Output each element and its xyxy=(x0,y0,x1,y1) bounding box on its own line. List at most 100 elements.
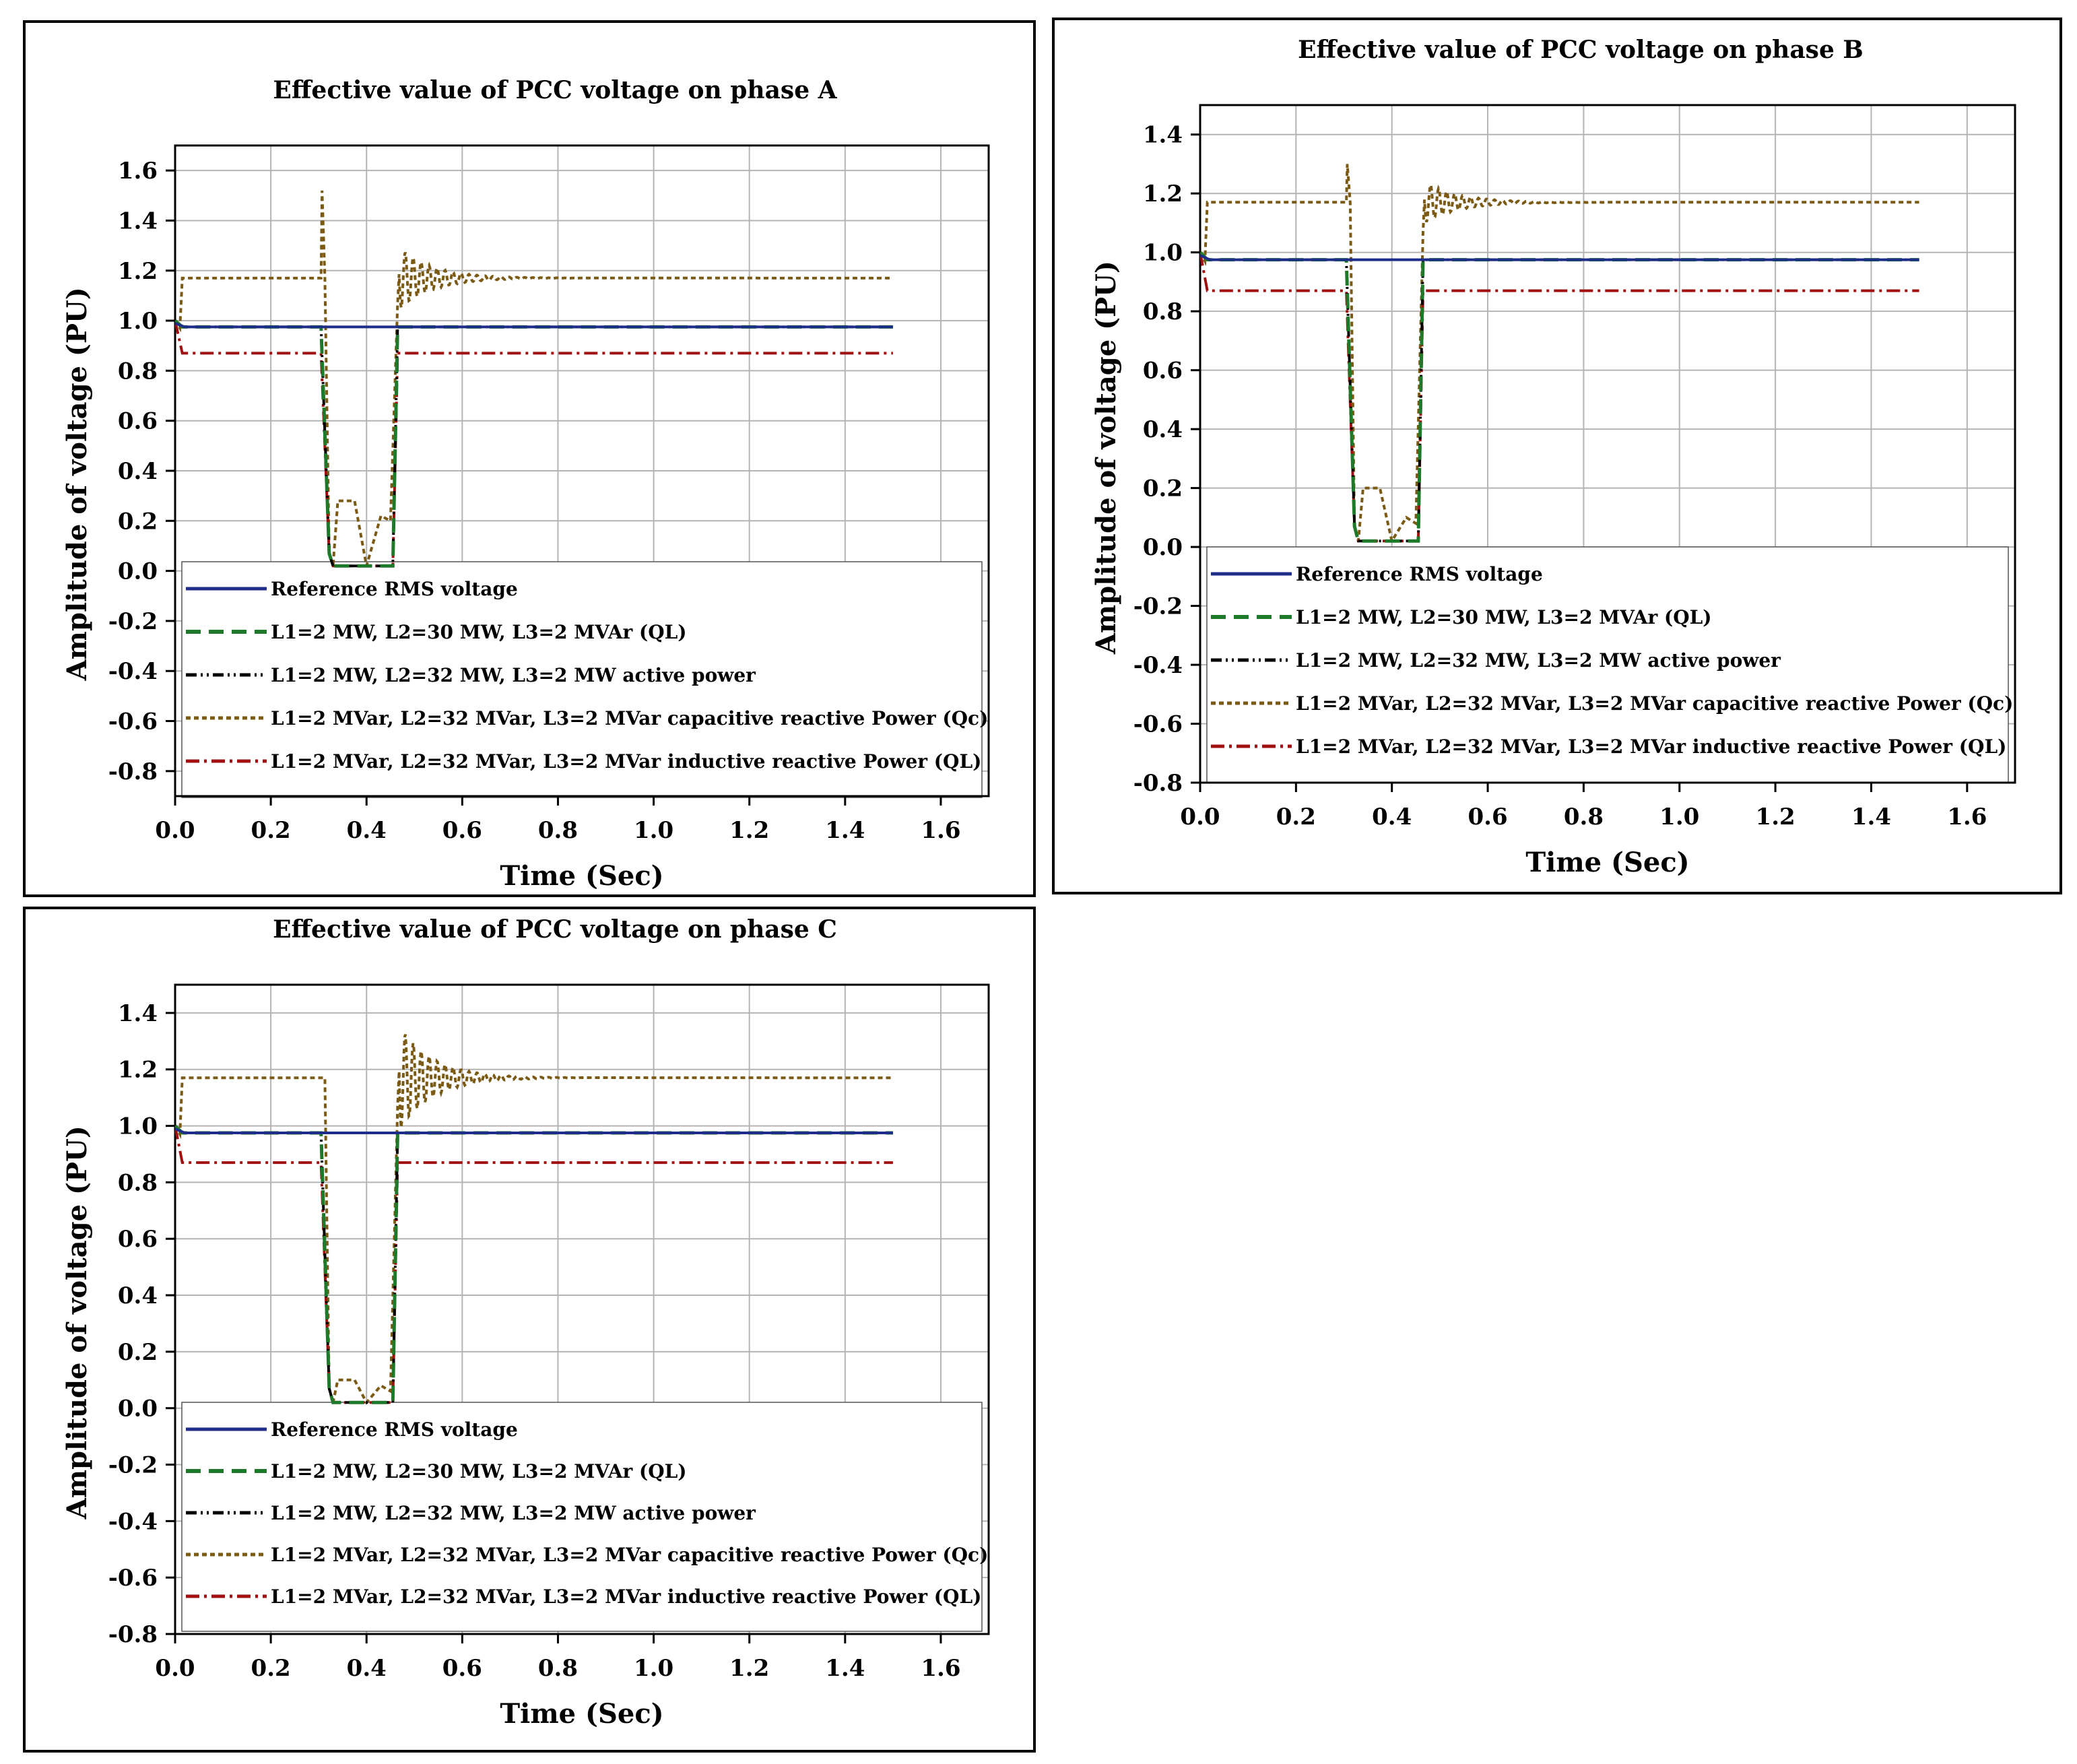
x-tick-label: 1.4 xyxy=(1851,804,1891,830)
series-line-inductive xyxy=(175,1125,893,1404)
x-tick-label: 1.6 xyxy=(1947,804,1987,830)
y-tick-label: -0.6 xyxy=(108,709,158,736)
x-tick-label: 0.6 xyxy=(442,817,482,844)
legend-box xyxy=(181,561,983,798)
y-tick-label: -0.6 xyxy=(1133,711,1183,738)
x-tick-label: 0.0 xyxy=(1180,804,1220,830)
y-tick-label: -0.4 xyxy=(1133,652,1183,679)
x-tick-label: 1.6 xyxy=(921,817,960,844)
series-line-reference xyxy=(1200,254,1919,261)
x-tick-label: 1.0 xyxy=(1659,804,1699,830)
x-tick-label: 0.4 xyxy=(347,817,387,844)
x-tick-label: 0.6 xyxy=(442,1655,482,1682)
series-line-capacitive xyxy=(1200,164,1919,545)
y-axis-label: Amplitude of voltage (PU) xyxy=(1090,261,1122,655)
y-tick-label: 1.2 xyxy=(118,258,158,285)
series-line-capacitive xyxy=(175,190,893,566)
x-tick-label: 0.6 xyxy=(1468,804,1507,830)
plot-frame xyxy=(1199,104,2016,784)
series-line-inductive xyxy=(175,320,893,568)
x-tick-label: 0.4 xyxy=(1372,804,1412,830)
legend-box xyxy=(181,1402,983,1632)
legend-label-inductive: L1=2 MVar, L2=32 MVar, L3=2 MVar inducti… xyxy=(271,750,981,773)
legend-label-reference: Reference RMS voltage xyxy=(271,1418,518,1441)
chart-phase-c: Effective value of PCC voltage on phase … xyxy=(61,915,990,1730)
y-tick-label: 1.4 xyxy=(118,207,158,234)
x-axis-label: Time (Sec) xyxy=(1525,847,1689,878)
chart-title: Effective value of PCC voltage on phase … xyxy=(273,915,837,944)
x-tick-label: 1.2 xyxy=(729,1655,769,1682)
y-tick-label: 0.6 xyxy=(1143,358,1183,385)
chart-phase-a: Effective value of PCC voltage on phase … xyxy=(61,76,990,892)
x-axis-label: Time (Sec) xyxy=(500,860,663,892)
legend-label-capacitive: L1=2 MVar, L2=32 MVar, L3=2 MVar capacit… xyxy=(271,1544,988,1566)
legend-label-capacitive: L1=2 MVar, L2=32 MVar, L3=2 MVar capacit… xyxy=(271,707,988,729)
legend-label-active: L1=2 MW, L2=32 MW, L3=2 MW active power xyxy=(1296,649,1781,672)
chart-panel-phase-b: Effective value of PCC voltage on phase … xyxy=(1052,18,2062,894)
x-tick-label: 0.8 xyxy=(538,1655,578,1682)
y-tick-label: -0.2 xyxy=(1133,593,1183,620)
series-line-active xyxy=(175,319,893,568)
x-tick-label: 0.4 xyxy=(347,1655,387,1682)
x-tick-label: 1.2 xyxy=(729,817,769,844)
x-axis-label: Time (Sec) xyxy=(500,1698,663,1730)
y-axis-label: Amplitude of voltage (PU) xyxy=(61,287,93,681)
legend-label-reference: Reference RMS voltage xyxy=(271,578,518,600)
y-tick-label: 1.4 xyxy=(118,1000,158,1027)
legend-label-inductive: L1=2 MVar, L2=32 MVar, L3=2 MVar inducti… xyxy=(271,1586,981,1608)
y-tick-label: 0.0 xyxy=(1143,534,1183,561)
y-tick-label: -0.4 xyxy=(108,1508,158,1535)
series-line-active xyxy=(175,1125,893,1404)
series-line-ql30 xyxy=(175,1124,893,1404)
x-tick-label: 1.0 xyxy=(634,817,673,844)
chart-panel-phase-c: Effective value of PCC voltage on phase … xyxy=(23,907,1036,1753)
legend-label-ql30: L1=2 MW, L2=30 MW, L3=2 MVAr (QL) xyxy=(271,1460,687,1482)
x-tick-label: 0.2 xyxy=(251,817,291,844)
legend-label-inductive: L1=2 MVar, L2=32 MVar, L3=2 MVar inducti… xyxy=(1296,736,2006,758)
y-tick-label: 1.0 xyxy=(118,308,158,335)
legend-label-reference: Reference RMS voltage xyxy=(1296,563,1543,585)
y-tick-label: -0.8 xyxy=(108,758,158,785)
y-tick-label: 0.8 xyxy=(118,358,158,385)
legend-label-capacitive: L1=2 MVar, L2=32 MVar, L3=2 MVar capacit… xyxy=(1296,692,2013,715)
y-tick-label: -0.2 xyxy=(108,608,158,635)
y-tick-label: 0.2 xyxy=(118,508,158,535)
y-axis-label: Amplitude of voltage (PU) xyxy=(61,1125,93,1520)
y-tick-label: 0.0 xyxy=(118,558,158,585)
y-tick-label: 0.2 xyxy=(1143,476,1183,502)
y-tick-label: 0.4 xyxy=(1143,416,1183,443)
y-tick-label: 1.6 xyxy=(118,158,158,185)
x-tick-label: 1.4 xyxy=(825,817,865,844)
chart-title: Effective value of PCC voltage on phase … xyxy=(273,76,837,104)
y-tick-label: 1.4 xyxy=(1143,122,1183,149)
y-tick-label: 0.8 xyxy=(1143,298,1183,325)
legend-label-ql30: L1=2 MW, L2=30 MW, L3=2 MVAr (QL) xyxy=(1296,606,1712,628)
chart-title: Effective value of PCC voltage on phase … xyxy=(1298,36,1864,64)
legend-label-ql30: L1=2 MW, L2=30 MW, L3=2 MVAr (QL) xyxy=(271,621,687,643)
y-tick-label: 0.8 xyxy=(118,1169,158,1196)
x-tick-label: 1.6 xyxy=(921,1655,960,1682)
x-tick-label: 0.2 xyxy=(251,1655,291,1682)
y-tick-label: -0.6 xyxy=(108,1565,158,1592)
x-tick-label: 0.8 xyxy=(538,817,578,844)
y-tick-label: 0.4 xyxy=(118,458,158,485)
legend-box xyxy=(1206,546,2009,783)
x-tick-label: 0.8 xyxy=(1564,804,1604,830)
series-line-active xyxy=(1200,251,1919,543)
y-tick-label: 1.0 xyxy=(1143,240,1183,267)
x-tick-label: 1.2 xyxy=(1756,804,1795,830)
x-tick-label: 1.4 xyxy=(825,1655,865,1682)
chart-panel-phase-a: Effective value of PCC voltage on phase … xyxy=(23,20,1036,897)
series-line-reference xyxy=(175,1127,893,1134)
chart-phase-b: Effective value of PCC voltage on phase … xyxy=(1090,36,2016,878)
y-tick-label: 0.0 xyxy=(118,1396,158,1423)
series-line-ql30 xyxy=(175,319,893,568)
y-tick-label: 1.0 xyxy=(118,1113,158,1140)
y-tick-label: 0.2 xyxy=(118,1339,158,1366)
series-line-reference xyxy=(175,321,893,329)
x-tick-label: 0.0 xyxy=(155,1655,195,1682)
legend-label-active: L1=2 MW, L2=32 MW, L3=2 MW active power xyxy=(271,664,756,686)
y-tick-label: -0.2 xyxy=(108,1452,158,1479)
plot-frame xyxy=(174,983,990,1635)
y-tick-label: 0.6 xyxy=(118,1226,158,1253)
